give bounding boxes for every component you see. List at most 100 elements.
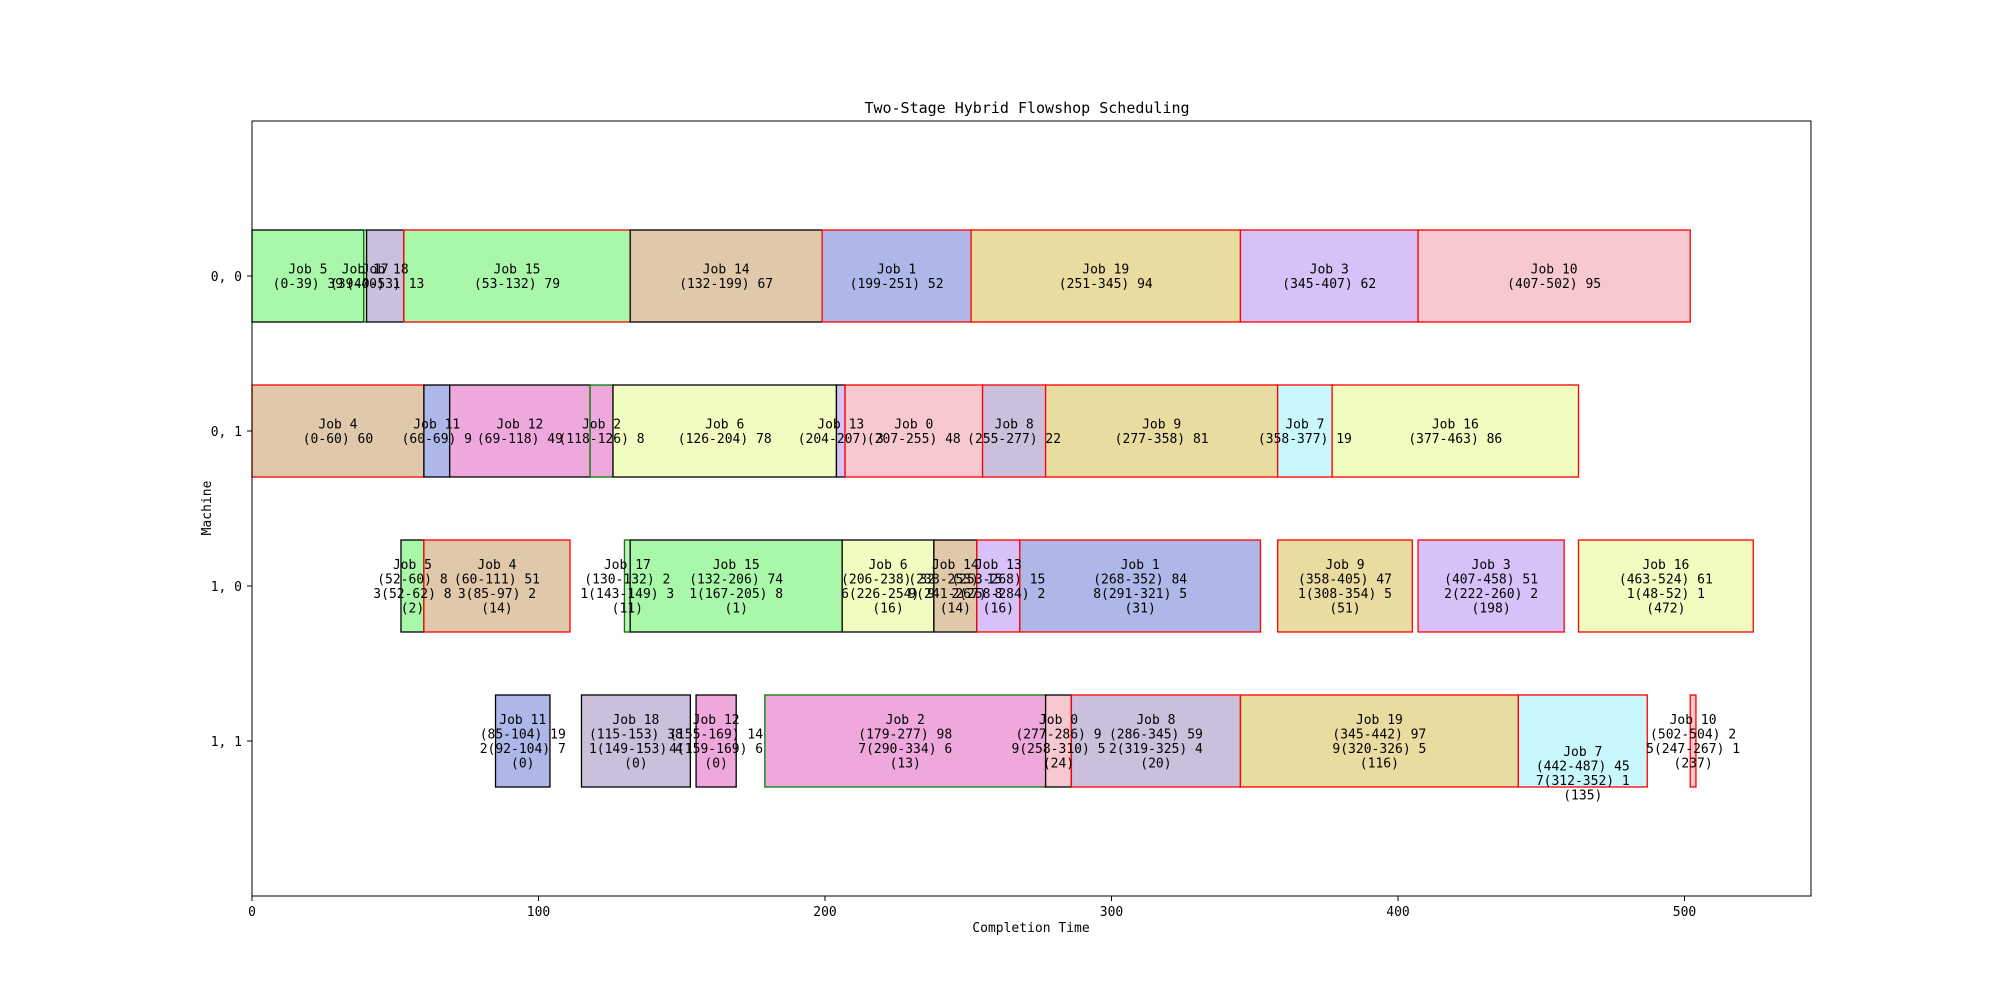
task-label-line: (53-132) 79 <box>474 277 560 292</box>
task-label-line: (130-132) 2 <box>584 572 670 587</box>
task-label-line: 9(258-310) 5 <box>1012 742 1106 757</box>
task-label: Job 13 (204-207) 3 <box>798 417 884 447</box>
task-label-line: (14) <box>481 601 512 616</box>
task-label-line: Job 19 <box>1356 713 1403 728</box>
task-label: Job 18 (115-153) 38 1(149-153) 4 (0) <box>589 713 683 772</box>
task-label: Job 0 (207-255) 48 <box>867 417 961 447</box>
task-label: Job 9 (277-358) 81 <box>1115 417 1209 447</box>
task-bar <box>423 539 571 633</box>
task-label-line: (39-40) 1 <box>330 277 400 292</box>
task-label-line: (0) <box>624 756 647 771</box>
task-label-line: (472) <box>1646 601 1685 616</box>
task-label-line: (206-238) 32 <box>841 572 935 587</box>
x-tick-label: 500 <box>1673 905 1696 920</box>
task-label-line: Job 18 <box>612 713 659 728</box>
task-label-line: (407-502) 95 <box>1507 277 1601 292</box>
task-label-line: Job 0 <box>1039 713 1078 728</box>
plot-frame <box>251 120 1812 897</box>
task-label: Job 2 (179-277) 98 7(290-334) 6 (13) <box>858 713 952 772</box>
task-label: Job 19 (345-442) 97 9(320-326) 5 (116) <box>1332 713 1426 772</box>
task-label: Job 11 (85-104) 19 2(92-104) 7 (0) <box>480 713 566 772</box>
task-label: Job 17 (130-132) 2 1(143-149) 3 (11) <box>580 558 674 617</box>
task-label-line: (0) <box>704 756 727 771</box>
task-bar <box>976 539 1021 633</box>
task-label-line: 4(159-169) 6 <box>669 742 763 757</box>
task-bar <box>494 694 551 788</box>
task-label: Job 13 (253-268) 15 2(258-284) 2 (16) <box>951 558 1045 617</box>
task-label-line: Job 10 <box>1670 713 1717 728</box>
task-label-line: Job 13 <box>975 558 1022 573</box>
task-label-line: (255-277) 22 <box>967 432 1061 447</box>
y-tick-label: 0, 0 <box>211 270 242 285</box>
task-label-line: (277-358) 81 <box>1115 432 1209 447</box>
task-label-line: Job 14 <box>932 558 979 573</box>
x-tick-label: 400 <box>1386 905 1409 920</box>
task-bar <box>1417 229 1691 323</box>
task-label: Job 14 (132-199) 67 <box>679 262 773 292</box>
task-label-line: (24) <box>1043 756 1074 771</box>
task-label-line: Job 1 <box>1121 558 1160 573</box>
task-label-line: (345-442) 97 <box>1332 727 1426 742</box>
task-bar <box>1239 694 1519 788</box>
task-label-line: (60-69) 9 <box>402 432 472 447</box>
task-label-line: (286-345) 59 <box>1109 727 1203 742</box>
task-bar <box>449 384 591 478</box>
task-label: Job 8 (255-277) 22 <box>967 417 1061 447</box>
task-label-line: 5(247-267) 1 <box>1646 742 1740 757</box>
task-label: Job 5 (52-60) 8 3(52-62) 8 (2) <box>373 558 451 617</box>
task-label-line: (16) <box>983 601 1014 616</box>
task-label-line: (116) <box>1360 756 1399 771</box>
task-label-line: Job 15 <box>494 262 541 277</box>
y-axis-ticks: 0, 0 0, 1 1, 0 1, 1 <box>211 270 252 750</box>
task-label-line: Job 14 <box>703 262 750 277</box>
y-tick-label: 1, 1 <box>211 735 242 750</box>
task-label: Job 12 (69-118) 49 <box>477 417 563 447</box>
task-label: Job 3 (407-458) 51 2(222-260) 2 (198) <box>1444 558 1538 617</box>
task-label-line: (251-345) 94 <box>1059 277 1153 292</box>
task-label: Job 7 (442-487) 45 7(312-352) 1 (135) <box>1536 745 1630 804</box>
task-label-line: 2(92-104) 7 <box>480 742 566 757</box>
task-label: Job 2 (118-126) 8 <box>558 417 644 447</box>
task-bar <box>1417 539 1565 633</box>
task-label: Job 12 (155-169) 14 4(159-169) 6 (0) <box>669 713 763 772</box>
task-bar <box>629 539 843 633</box>
task-label-line: (135) <box>1563 788 1602 803</box>
task-label-line: 1(149-153) 4 <box>589 742 683 757</box>
task-label-line: (204-207) 3 <box>798 432 884 447</box>
task-label-line: Job 2 <box>582 417 621 432</box>
task-label-line: Job 4 <box>477 558 516 573</box>
task-label-line: Job 7 <box>1285 417 1324 432</box>
task-label-line: (198) <box>1472 601 1511 616</box>
task-bar <box>764 694 1047 788</box>
task-bar <box>1277 539 1413 633</box>
task-bar <box>970 229 1242 323</box>
task-label-line: (238-253) 15 <box>908 572 1002 587</box>
task-label-line: 2(258-284) 2 <box>951 587 1045 602</box>
task-label-line: (237) <box>1674 756 1713 771</box>
task-bar <box>1019 539 1262 633</box>
task-label-line: Job 18 <box>362 262 409 277</box>
task-label-line: 1(167-205) 8 <box>689 587 783 602</box>
task-label-line: (277-286) 9 <box>1015 727 1101 742</box>
task-label-line: Job 16 <box>1642 558 1689 573</box>
task-label-line: (118-126) 8 <box>558 432 644 447</box>
task-label: Job 1 (199-251) 52 <box>850 262 944 292</box>
task-label-line: (31) <box>1124 601 1155 616</box>
task-bar <box>612 384 838 478</box>
task-label: Job 11 (60-69) 9 <box>402 417 472 447</box>
task-bar <box>821 229 972 323</box>
task-label-line: (207-255) 48 <box>867 432 961 447</box>
task-bar <box>365 229 405 323</box>
task-label-line: Job 3 <box>1310 262 1349 277</box>
task-label-line: Job 17 <box>342 262 389 277</box>
task-label-line: (126-204) 78 <box>678 432 772 447</box>
task-label-line: 9(320-326) 5 <box>1332 742 1426 757</box>
task-bar <box>1044 694 1073 788</box>
task-label-line: 3(85-97) 2 <box>458 587 536 602</box>
task-label-line: 2(222-260) 2 <box>1444 587 1538 602</box>
task-label-line: (20) <box>1140 756 1171 771</box>
task-label: Job 9 (358-405) 47 1(308-354) 5 (51) <box>1298 558 1392 617</box>
task-label: Job 6 (126-204) 78 <box>678 417 772 447</box>
task-label-line: (179-277) 98 <box>858 727 952 742</box>
